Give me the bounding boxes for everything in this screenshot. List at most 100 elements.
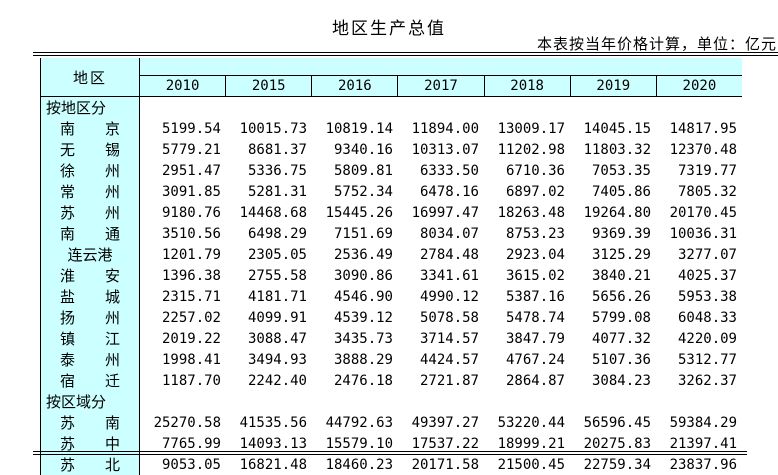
region-label: 无 锡 [40, 139, 140, 160]
value-cell: 2951.47 [161, 162, 221, 179]
table-row: 镇 江 2019.22 3088.47 3435.73 3714.57 3847.79 40… [40, 328, 742, 349]
region-label: 扬 州 [40, 307, 140, 328]
value-cell: 4181.71 [247, 288, 307, 305]
value-cell: 5656.26 [591, 288, 651, 305]
value-cell: 5336.75 [247, 162, 307, 179]
value-cell: 6897.02 [505, 183, 565, 200]
value-cell: 4546.90 [333, 288, 393, 305]
value-cell: 49397.27 [411, 414, 479, 431]
value-cell [656, 391, 742, 412]
value-cell: 3088.47 [247, 330, 307, 347]
value-cell: 4424.57 [419, 351, 479, 368]
value-cell: 1201.79 [161, 246, 221, 263]
value-cell: 5779.21 [161, 141, 221, 158]
value-cell: 7765.99 [161, 435, 221, 452]
value-cell: 8681.37 [247, 141, 307, 158]
value-cell: 5809.81 [333, 162, 393, 179]
value-cell: 20170.45 [669, 204, 737, 221]
col-header-year: 2010 [140, 76, 226, 96]
value-cell: 2784.48 [419, 246, 479, 263]
table-row: 宿 迁 1187.70 2242.40 2476.18 2721.87 2864.87 30… [40, 370, 742, 391]
value-cell: 3341.61 [419, 267, 479, 284]
table-body: 按地区分南 京 5199.54 10015.73 10819.14 11894.00 13… [40, 97, 742, 475]
value-cell: 2019.22 [161, 330, 221, 347]
table-row: 按地区分 [40, 97, 742, 118]
value-cell: 1396.38 [161, 267, 221, 284]
value-cell: 1187.70 [161, 372, 221, 389]
value-cell: 5078.58 [419, 309, 479, 326]
value-cell: 5478.74 [505, 309, 565, 326]
value-cell [398, 391, 484, 412]
value-cell [398, 97, 484, 118]
value-cell [656, 97, 742, 118]
table-row: 南 京 5199.54 10015.73 10819.14 11894.00 13009.… [40, 118, 742, 139]
region-label: 宿 迁 [40, 370, 140, 391]
value-cell [570, 97, 656, 118]
col-header-year: 2018 [483, 76, 570, 96]
value-cell: 6498.29 [247, 225, 307, 242]
value-cell: 5387.16 [505, 288, 565, 305]
year-header-row: 2010 2015 2016 2017 2018 2019 2020 [140, 76, 742, 96]
value-cell: 3125.29 [591, 246, 651, 263]
value-cell: 3888.29 [333, 351, 393, 368]
value-cell: 2305.05 [247, 246, 307, 263]
value-cell [484, 391, 570, 412]
region-label: 南 通 [40, 223, 140, 244]
value-cell: 10036.31 [669, 225, 737, 242]
value-cell: 10313.07 [411, 141, 479, 158]
value-cell: 18263.48 [497, 204, 565, 221]
value-cell: 53220.44 [497, 414, 565, 431]
region-label: 泰 州 [40, 349, 140, 370]
value-cell: 25270.58 [153, 414, 221, 431]
value-cell: 2864.87 [505, 372, 565, 389]
table-row: 连云港 1201.79 2305.05 2536.49 2784.48 2923.04 31… [40, 244, 742, 265]
value-cell: 2536.49 [333, 246, 393, 263]
section-label: 按区域分 [40, 391, 140, 412]
value-cell: 16997.47 [411, 204, 479, 221]
value-cell: 9180.76 [161, 204, 221, 221]
value-cell [226, 97, 312, 118]
value-cell: 5107.36 [591, 351, 651, 368]
value-cell: 3510.56 [161, 225, 221, 242]
value-cell: 8753.23 [505, 225, 565, 242]
value-cell: 19264.80 [583, 204, 651, 221]
table-row: 苏 州 9180.76 14468.68 15445.26 16997.47 18263.… [40, 202, 742, 223]
value-cell: 3714.57 [419, 330, 479, 347]
value-cell: 3847.79 [505, 330, 565, 347]
value-cell: 2923.04 [505, 246, 565, 263]
value-cell [140, 391, 226, 412]
value-cell: 4767.24 [505, 351, 565, 368]
value-cell: 15579.10 [325, 435, 393, 452]
value-cell: 3615.02 [505, 267, 565, 284]
value-cell: 59384.29 [669, 414, 737, 431]
value-cell [570, 391, 656, 412]
value-cell [312, 391, 398, 412]
value-cell: 10819.14 [325, 120, 393, 137]
value-cell: 4539.12 [333, 309, 393, 326]
value-cell: 6478.16 [419, 183, 479, 200]
value-cell: 2755.58 [247, 267, 307, 284]
page-title: 地区生产总值 [332, 19, 446, 38]
value-cell: 9369.39 [591, 225, 651, 242]
value-cell: 9340.16 [333, 141, 393, 158]
col-header-year: 2020 [655, 76, 742, 96]
value-cell: 2721.87 [419, 372, 479, 389]
value-cell: 3277.07 [677, 246, 737, 263]
region-label: 盐 城 [40, 286, 140, 307]
region-label: 镇 江 [40, 328, 140, 349]
value-cell: 2242.40 [247, 372, 307, 389]
value-cell: 2315.71 [161, 288, 221, 305]
region-label: 徐 州 [40, 160, 140, 181]
value-cell: 15445.26 [325, 204, 393, 221]
value-cell: 17537.22 [411, 435, 479, 452]
table-header: 地区 2010 2015 2016 2017 2018 2019 2020 [40, 58, 742, 97]
value-cell: 7805.32 [677, 183, 737, 200]
value-cell: 7053.35 [591, 162, 651, 179]
region-column-header: 地区 [40, 58, 140, 96]
value-cell: 14093.13 [239, 435, 307, 452]
value-cell: 18999.21 [497, 435, 565, 452]
value-cell: 3435.73 [333, 330, 393, 347]
value-cell: 20275.83 [583, 435, 651, 452]
table-row: 常 州 3091.85 5281.31 5752.34 6478.16 6897.02 74… [40, 181, 742, 202]
value-cell: 6710.36 [505, 162, 565, 179]
